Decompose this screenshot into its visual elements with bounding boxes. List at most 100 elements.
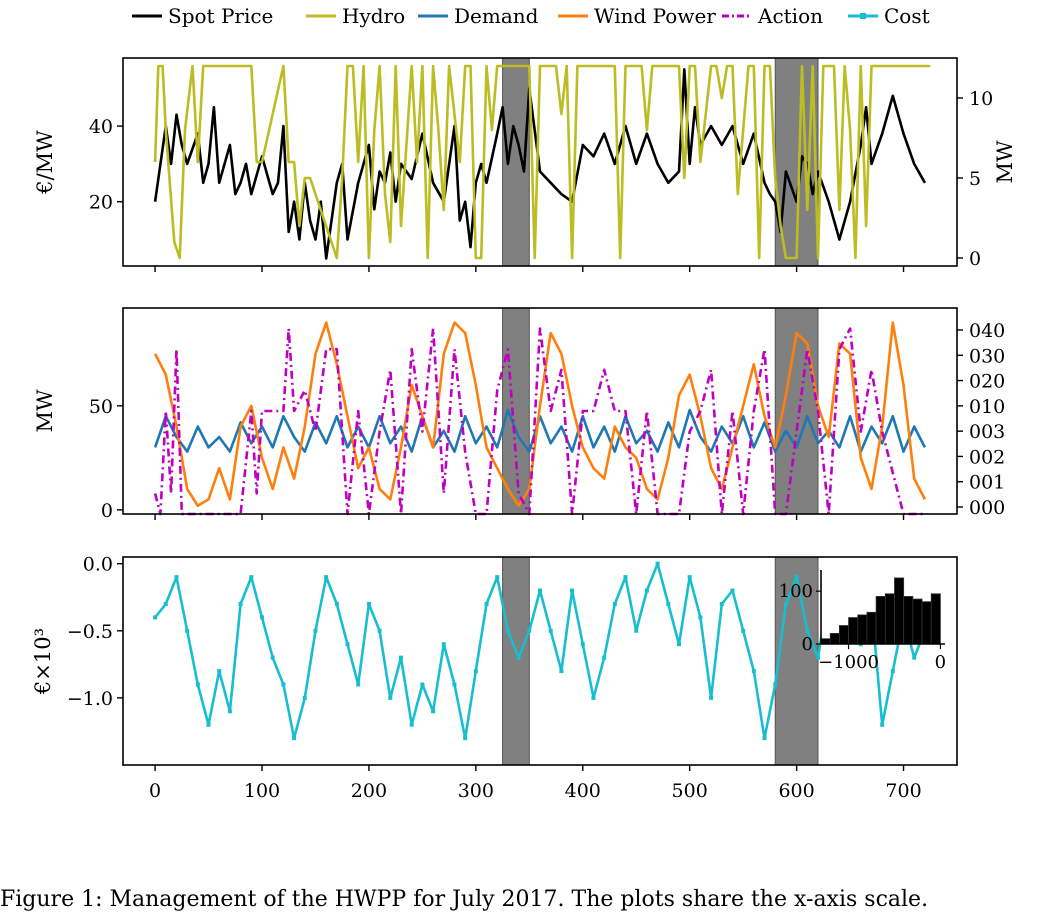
cost-marker bbox=[730, 588, 735, 593]
cost-marker bbox=[399, 655, 403, 660]
cost-marker bbox=[334, 601, 339, 606]
cost-marker bbox=[709, 695, 714, 700]
cost-marker bbox=[313, 628, 318, 633]
cost-marker bbox=[452, 682, 457, 687]
cost-marker bbox=[773, 682, 778, 687]
cost-marker bbox=[698, 615, 703, 620]
cost-marker bbox=[741, 628, 746, 633]
inset-bar bbox=[884, 593, 895, 645]
cost-marker bbox=[281, 682, 286, 687]
y-right-tick-label: 010 bbox=[969, 396, 1005, 418]
panel-bottom-cost: 0.0 −0.5 −1.0 0 100 200 300 400 500 600 700 €×10³ 0 1… bbox=[31, 554, 958, 802]
inset-bar bbox=[838, 625, 849, 645]
panel-top-price-hydro: 20 40 0 5 10 €/MW MW bbox=[33, 57, 1017, 272]
y-right-tick-label: 002 bbox=[969, 446, 1005, 468]
cost-marker bbox=[174, 575, 179, 580]
y-right-tick-label: 0 bbox=[969, 248, 981, 270]
legend-label-demand: Demand bbox=[454, 4, 539, 28]
y-right-axis-label: MW bbox=[993, 140, 1017, 184]
axes-frame bbox=[122, 556, 958, 766]
inset-x-tick-label: −1000 bbox=[818, 652, 879, 673]
cost-marker bbox=[377, 628, 382, 633]
y-right-tick-label: 001 bbox=[969, 472, 1005, 494]
figure: Spot Price Hydro Demand Wind Power Action Cos… bbox=[31, 4, 1017, 802]
axes-frame bbox=[122, 307, 958, 515]
cost-marker bbox=[185, 628, 190, 633]
cost-marker bbox=[570, 588, 575, 593]
cost-marker bbox=[227, 709, 232, 714]
x-tick-label: 700 bbox=[885, 780, 921, 802]
legend: Spot Price Hydro Demand Wind Power Action Cos… bbox=[132, 4, 930, 28]
wind-power-line bbox=[153, 321, 927, 508]
panel-middle-demand-wind-action: 0 50 000 001 002 003 010 020 030 040 MW bbox=[33, 307, 1005, 522]
cost-marker bbox=[580, 642, 585, 647]
cost-marker bbox=[356, 682, 361, 687]
x-tick-label: 300 bbox=[458, 780, 494, 802]
legend-marker-cost bbox=[860, 13, 866, 19]
cost-marker bbox=[912, 655, 917, 660]
cost-marker bbox=[302, 695, 307, 700]
y-right-tick-label: 10 bbox=[969, 88, 993, 110]
hydro-line bbox=[153, 64, 931, 260]
y-tick-label: 20 bbox=[89, 192, 113, 214]
x-tick-label: 200 bbox=[351, 780, 387, 802]
legend-label-wind-power: Wind Power bbox=[594, 4, 716, 28]
inset-y-tick-label: 0 bbox=[802, 634, 813, 655]
y-axis-label: €/MW bbox=[33, 130, 57, 195]
cost-marker bbox=[505, 628, 510, 633]
cost-marker bbox=[292, 736, 297, 741]
cost-marker bbox=[538, 588, 542, 593]
cost-marker bbox=[345, 642, 350, 647]
inset-bar bbox=[866, 611, 877, 645]
cost-marker bbox=[687, 575, 692, 580]
y-right-tick-label: 000 bbox=[969, 497, 1005, 519]
y-right-tick-label: 030 bbox=[969, 345, 1005, 367]
cost-marker bbox=[463, 736, 468, 741]
cost-marker bbox=[260, 615, 264, 620]
y-tick-label: 0.0 bbox=[83, 554, 113, 576]
cost-marker bbox=[495, 575, 500, 580]
cost-marker bbox=[366, 601, 371, 606]
inset-x-tick-label: 0 bbox=[935, 652, 946, 673]
axes-frame bbox=[122, 57, 958, 267]
x-tick-label: 100 bbox=[244, 780, 280, 802]
x-tick-label: 600 bbox=[778, 780, 814, 802]
cost-marker bbox=[473, 669, 478, 674]
cost-marker bbox=[516, 655, 521, 660]
cost-marker bbox=[163, 601, 168, 606]
cost-marker bbox=[591, 695, 596, 700]
shaded-region-2 bbox=[774, 556, 819, 766]
cost-marker bbox=[238, 601, 243, 606]
cost-marker bbox=[548, 628, 553, 633]
y-axis-label: MW bbox=[33, 389, 57, 433]
cost-marker bbox=[409, 722, 414, 727]
cost-marker bbox=[634, 628, 639, 633]
inset-bar bbox=[875, 596, 886, 645]
cost-marker bbox=[270, 655, 275, 660]
cost-marker bbox=[217, 669, 222, 674]
inset-bar bbox=[857, 614, 868, 645]
cost-marker bbox=[794, 575, 799, 580]
cost-marker bbox=[206, 722, 211, 727]
spot-price-line bbox=[153, 68, 927, 260]
figure-caption: Figure 1: Management of the HWPP for Jul… bbox=[0, 887, 929, 912]
cost-marker bbox=[666, 601, 671, 606]
cost-marker bbox=[783, 601, 788, 606]
cost-marker bbox=[655, 561, 660, 566]
legend-label-action: Action bbox=[757, 4, 823, 28]
legend-label-hydro: Hydro bbox=[342, 4, 405, 28]
y-axis-label: €×10³ bbox=[31, 628, 55, 695]
cost-marker bbox=[816, 655, 820, 660]
cost-marker bbox=[559, 669, 564, 674]
cost-marker bbox=[623, 575, 628, 580]
cost-marker bbox=[249, 575, 254, 580]
inset-bar bbox=[829, 633, 840, 645]
cost-marker bbox=[195, 682, 200, 687]
y-tick-label: 50 bbox=[89, 396, 113, 418]
cost-marker bbox=[719, 601, 724, 606]
cost-marker bbox=[805, 628, 810, 633]
y-right-tick-label: 040 bbox=[969, 320, 1005, 342]
inset-bar bbox=[912, 598, 923, 645]
cost-marker bbox=[890, 669, 895, 674]
